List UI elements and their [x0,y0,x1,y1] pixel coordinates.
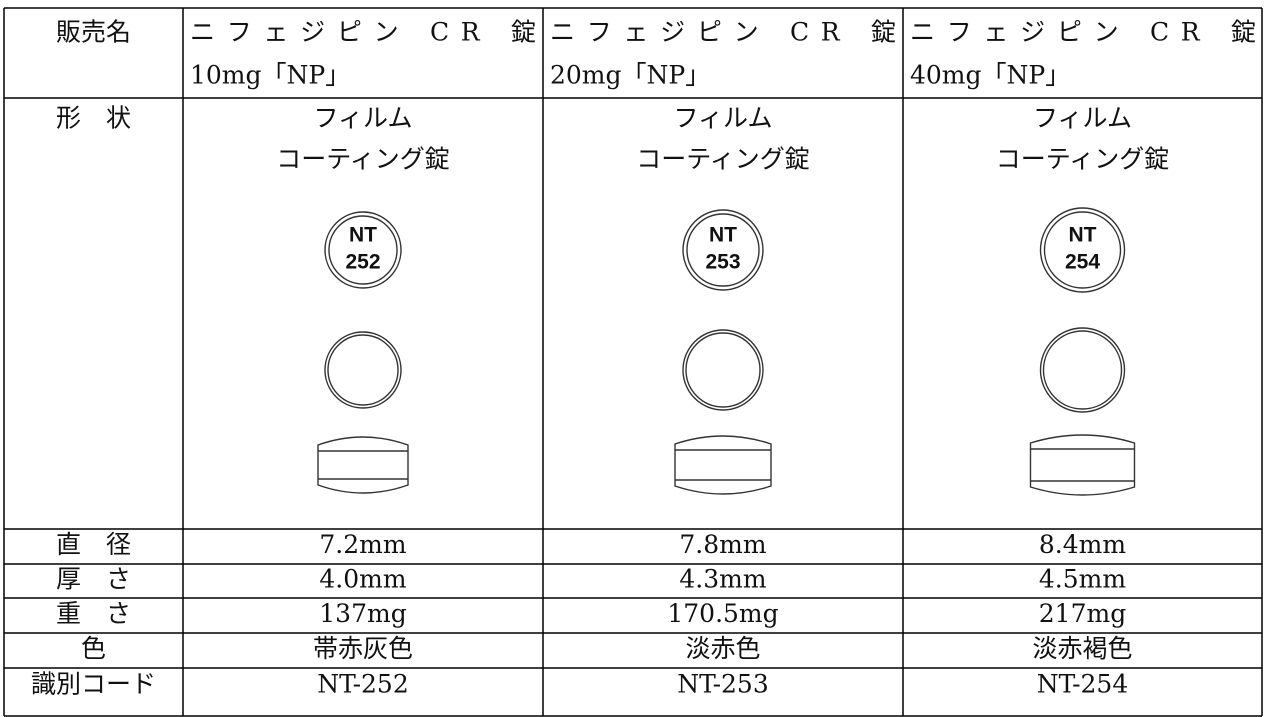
pill-back-inner [685,332,761,408]
cell-value: 帯赤灰色 [313,634,413,663]
cell-value: 7.2mm [319,530,406,559]
imprint: 253 [705,251,740,274]
cell-value: 4.0mm [319,565,406,594]
row-label: 識別コード [31,670,156,699]
product-strength: 10mg「NP」 [190,61,350,90]
product-name: ニフェジピン CR 錠 [190,18,536,47]
row-label: 色 [81,634,106,663]
pill-top-inner [686,213,760,287]
form: コーティング錠 [276,145,450,174]
pill-side [674,435,772,495]
cell-value: 7.8mm [679,530,766,559]
form: コーティング錠 [996,145,1170,174]
form: コーティング錠 [636,145,810,174]
pill-top-inner [1043,211,1122,289]
imprint: NT [709,224,737,247]
pill-top-inner [328,215,398,285]
cell-value: 137mg [319,599,406,628]
product-strength: 20mg「NP」 [550,61,710,90]
form: フィルム [313,104,412,133]
cell-value: 217mg [1039,599,1126,628]
row-label: 販売名 [56,18,131,47]
product-strength: 40mg「NP」 [910,61,1070,90]
cell-value: 淡赤褐色 [1032,634,1132,663]
imprint: 254 [1065,251,1100,274]
cell-value: 8.4mm [1039,530,1126,559]
imprint: NT [1069,224,1097,247]
imprint: NT [349,224,377,247]
row-label: 直 径 [56,530,131,559]
cell-value: 4.5mm [1039,565,1126,594]
cell-value: 4.3mm [679,565,766,594]
cell-value: 淡赤色 [685,634,760,663]
row-label: 厚 さ [56,565,131,594]
pill-back-inner [327,334,399,406]
form: フィルム [673,104,772,133]
product-name: ニフェジピン CR 錠 [550,18,896,47]
cell-value: NT-253 [677,670,769,699]
cell-value: NT-252 [317,670,409,699]
cell-value: NT-254 [1037,670,1129,699]
pill-side [317,436,409,494]
pill-back-inner [1042,330,1123,410]
cell-value: 170.5mg [667,599,778,628]
product-name: ニフェジピン CR 錠 [910,18,1256,47]
row-label: 重 さ [56,599,131,628]
pill-side [1029,434,1136,496]
imprint: 252 [345,251,380,274]
form: フィルム [1033,104,1132,133]
row-label: 形 状 [56,104,131,133]
